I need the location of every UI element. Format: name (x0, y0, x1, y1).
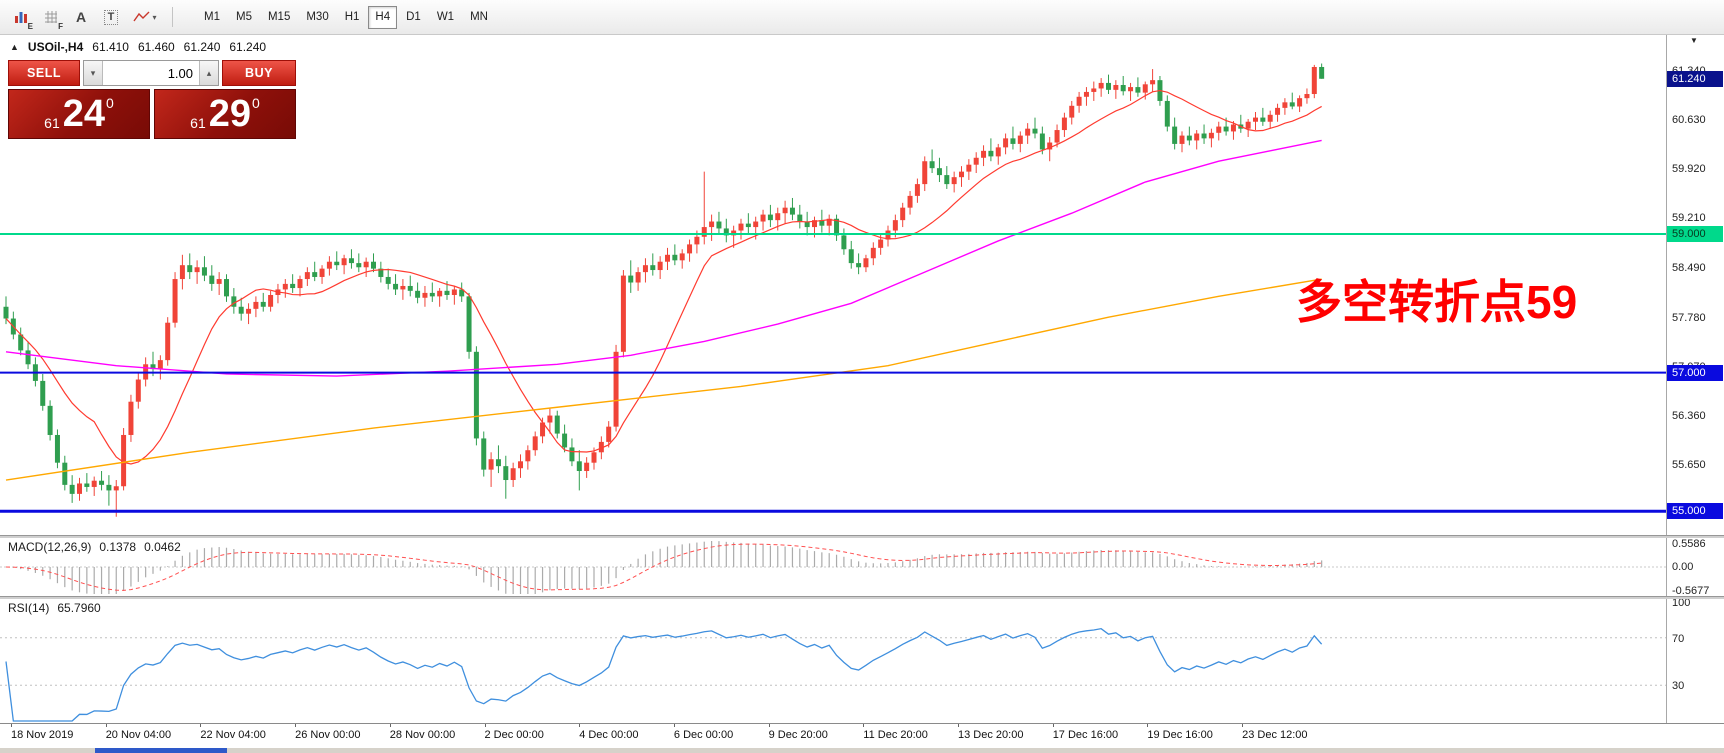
time-axis-label: 22 Nov 04:00 (200, 729, 266, 741)
time-axis-label: 20 Nov 04:00 (105, 729, 172, 741)
chevron-down-icon: ▾ (152, 12, 157, 22)
macd-value-signal: 0.0462 (144, 540, 181, 554)
time-axis-tick (1242, 724, 1244, 727)
sell-price-big: 24 (62, 93, 106, 135)
time-axis-tick (105, 724, 107, 727)
sell-price-sup: 0 (106, 95, 114, 111)
drawing-tool[interactable]: ▾ (128, 5, 162, 29)
buy-price-big: 29 (208, 93, 252, 135)
time-axis-tick (295, 724, 297, 727)
grid-icon[interactable]: F (38, 5, 64, 31)
price-axis[interactable] (1667, 34, 1724, 723)
timeframe-d1[interactable]: D1 (399, 6, 428, 29)
f-badge: F (58, 22, 63, 31)
time-axis-label: 4 Dec 00:00 (579, 729, 639, 741)
time-axis[interactable]: 18 Nov 2019 20 Nov 04:00 22 Nov 04:00 26 No… (0, 723, 1724, 749)
time-axis-tick (579, 724, 581, 727)
time-axis-label: 26 Nov 00:00 (295, 729, 361, 741)
symbol-label: USOil-,H4 (27, 40, 84, 54)
mini-candles-icon (15, 12, 27, 23)
time-axis-label: 17 Dec 16:00 (1052, 729, 1119, 741)
sell-price-panel[interactable]: 61 24 0 (8, 89, 150, 139)
pane-separator-macd[interactable] (0, 535, 1724, 538)
time-axis-tick (11, 724, 12, 727)
timeframe-m5[interactable]: M5 (229, 6, 259, 29)
time-axis-tick (200, 724, 202, 727)
timeframe-m15[interactable]: M15 (261, 6, 297, 29)
toolbar-separator (172, 7, 173, 27)
time-axis-tick (673, 724, 675, 727)
timeframe-mn[interactable]: MN (463, 6, 495, 29)
indicators-icon[interactable]: E (8, 5, 34, 31)
time-axis-label: 11 Dec 20:00 (863, 729, 928, 741)
time-axis-label: 19 Dec 16:00 (1147, 729, 1213, 741)
rsi-name: RSI(14) (8, 601, 50, 615)
axis-divider (1666, 34, 1667, 723)
sell-price-int: 61 (44, 115, 60, 131)
time-axis-tick (958, 724, 959, 727)
pane-separator-rsi[interactable] (0, 596, 1724, 599)
rsi-label: RSI(14) 65.7960 (8, 601, 101, 615)
sell-button[interactable]: SELL (8, 60, 80, 86)
timeframe-toolbar: M1 M5 M15 M30 H1 H4 D1 W1 MN (197, 5, 495, 29)
ohlc-high: 61.460 (137, 40, 175, 54)
scale-marker-icon: ▼ (1690, 36, 1698, 45)
buy-price-panel[interactable]: 61 29 0 (154, 89, 296, 139)
text-label-tool[interactable]: A (75, 9, 87, 25)
macd-value-main: 0.1378 (99, 540, 137, 554)
time-axis-tick (1052, 724, 1054, 727)
timeframe-h4[interactable]: H4 (368, 5, 398, 29)
ohlc-open: 61.410 (92, 40, 129, 54)
macd-label: MACD(12,26,9) 0.1378 0.0462 (8, 540, 181, 554)
volume-decrease-button[interactable]: ▾ (84, 61, 103, 85)
time-axis-label: 13 Dec 20:00 (958, 729, 1024, 741)
ohlc-close: 61.240 (229, 40, 267, 54)
window-restore-icon: ▲ (10, 42, 19, 52)
bottom-edge-highlight (95, 748, 227, 753)
timeframe-m1[interactable]: M1 (197, 6, 227, 29)
timeframe-w1[interactable]: W1 (430, 6, 461, 29)
one-click-trading-panel: SELL ▾ ▴ BUY 61 24 0 61 29 0 (8, 60, 296, 139)
time-axis-label: 9 Dec 20:00 (768, 729, 828, 741)
zigzag-icon (133, 11, 150, 22)
e-badge: E (27, 22, 33, 31)
chart-header: ▲ USOil-,H4 61.410 61.460 61.240 61.240 (10, 40, 266, 54)
time-axis-label: 2 Dec 00:00 (484, 729, 544, 741)
text-box-tool[interactable]: T (98, 5, 124, 29)
buy-price-int: 61 (190, 115, 206, 131)
buy-button[interactable]: BUY (222, 60, 296, 86)
window-bottom-edge (0, 748, 1724, 753)
time-axis-tick (1147, 724, 1149, 727)
time-axis-tick (484, 724, 486, 727)
time-axis-tick (863, 724, 865, 727)
macd-name: MACD(12,26,9) (8, 540, 92, 554)
grid-glyph-icon (45, 11, 57, 23)
volume-increase-button[interactable]: ▴ (199, 61, 218, 85)
timeframe-m30[interactable]: M30 (299, 6, 335, 29)
time-axis-label: 6 Dec 00:00 (673, 729, 734, 741)
trade-buttons-row: SELL ▾ ▴ BUY (8, 60, 296, 86)
time-axis-tick (389, 724, 391, 727)
timeframe-h1[interactable]: H1 (338, 6, 367, 29)
time-axis-label: 23 Dec 12:00 (1242, 729, 1308, 741)
buy-price-sup: 0 (252, 95, 260, 111)
ohlc-low: 61.240 (183, 40, 221, 54)
toolbar: E F A T ▾ M1 M5 M15 M30 H1 H4 D1 W1 MN (0, 0, 1724, 35)
chart-annotation: 多空转折点59 (1296, 276, 1578, 328)
time-axis-tick (768, 724, 770, 727)
rsi-value: 65.7960 (57, 601, 101, 615)
volume-input[interactable] (103, 61, 199, 85)
volume-stepper: ▾ ▴ (83, 60, 219, 86)
time-axis-label: 28 Nov 00:00 (389, 729, 456, 741)
price-panels-row: 61 24 0 61 29 0 (8, 89, 296, 139)
time-axis-label: 18 Nov 2019 (11, 729, 74, 741)
